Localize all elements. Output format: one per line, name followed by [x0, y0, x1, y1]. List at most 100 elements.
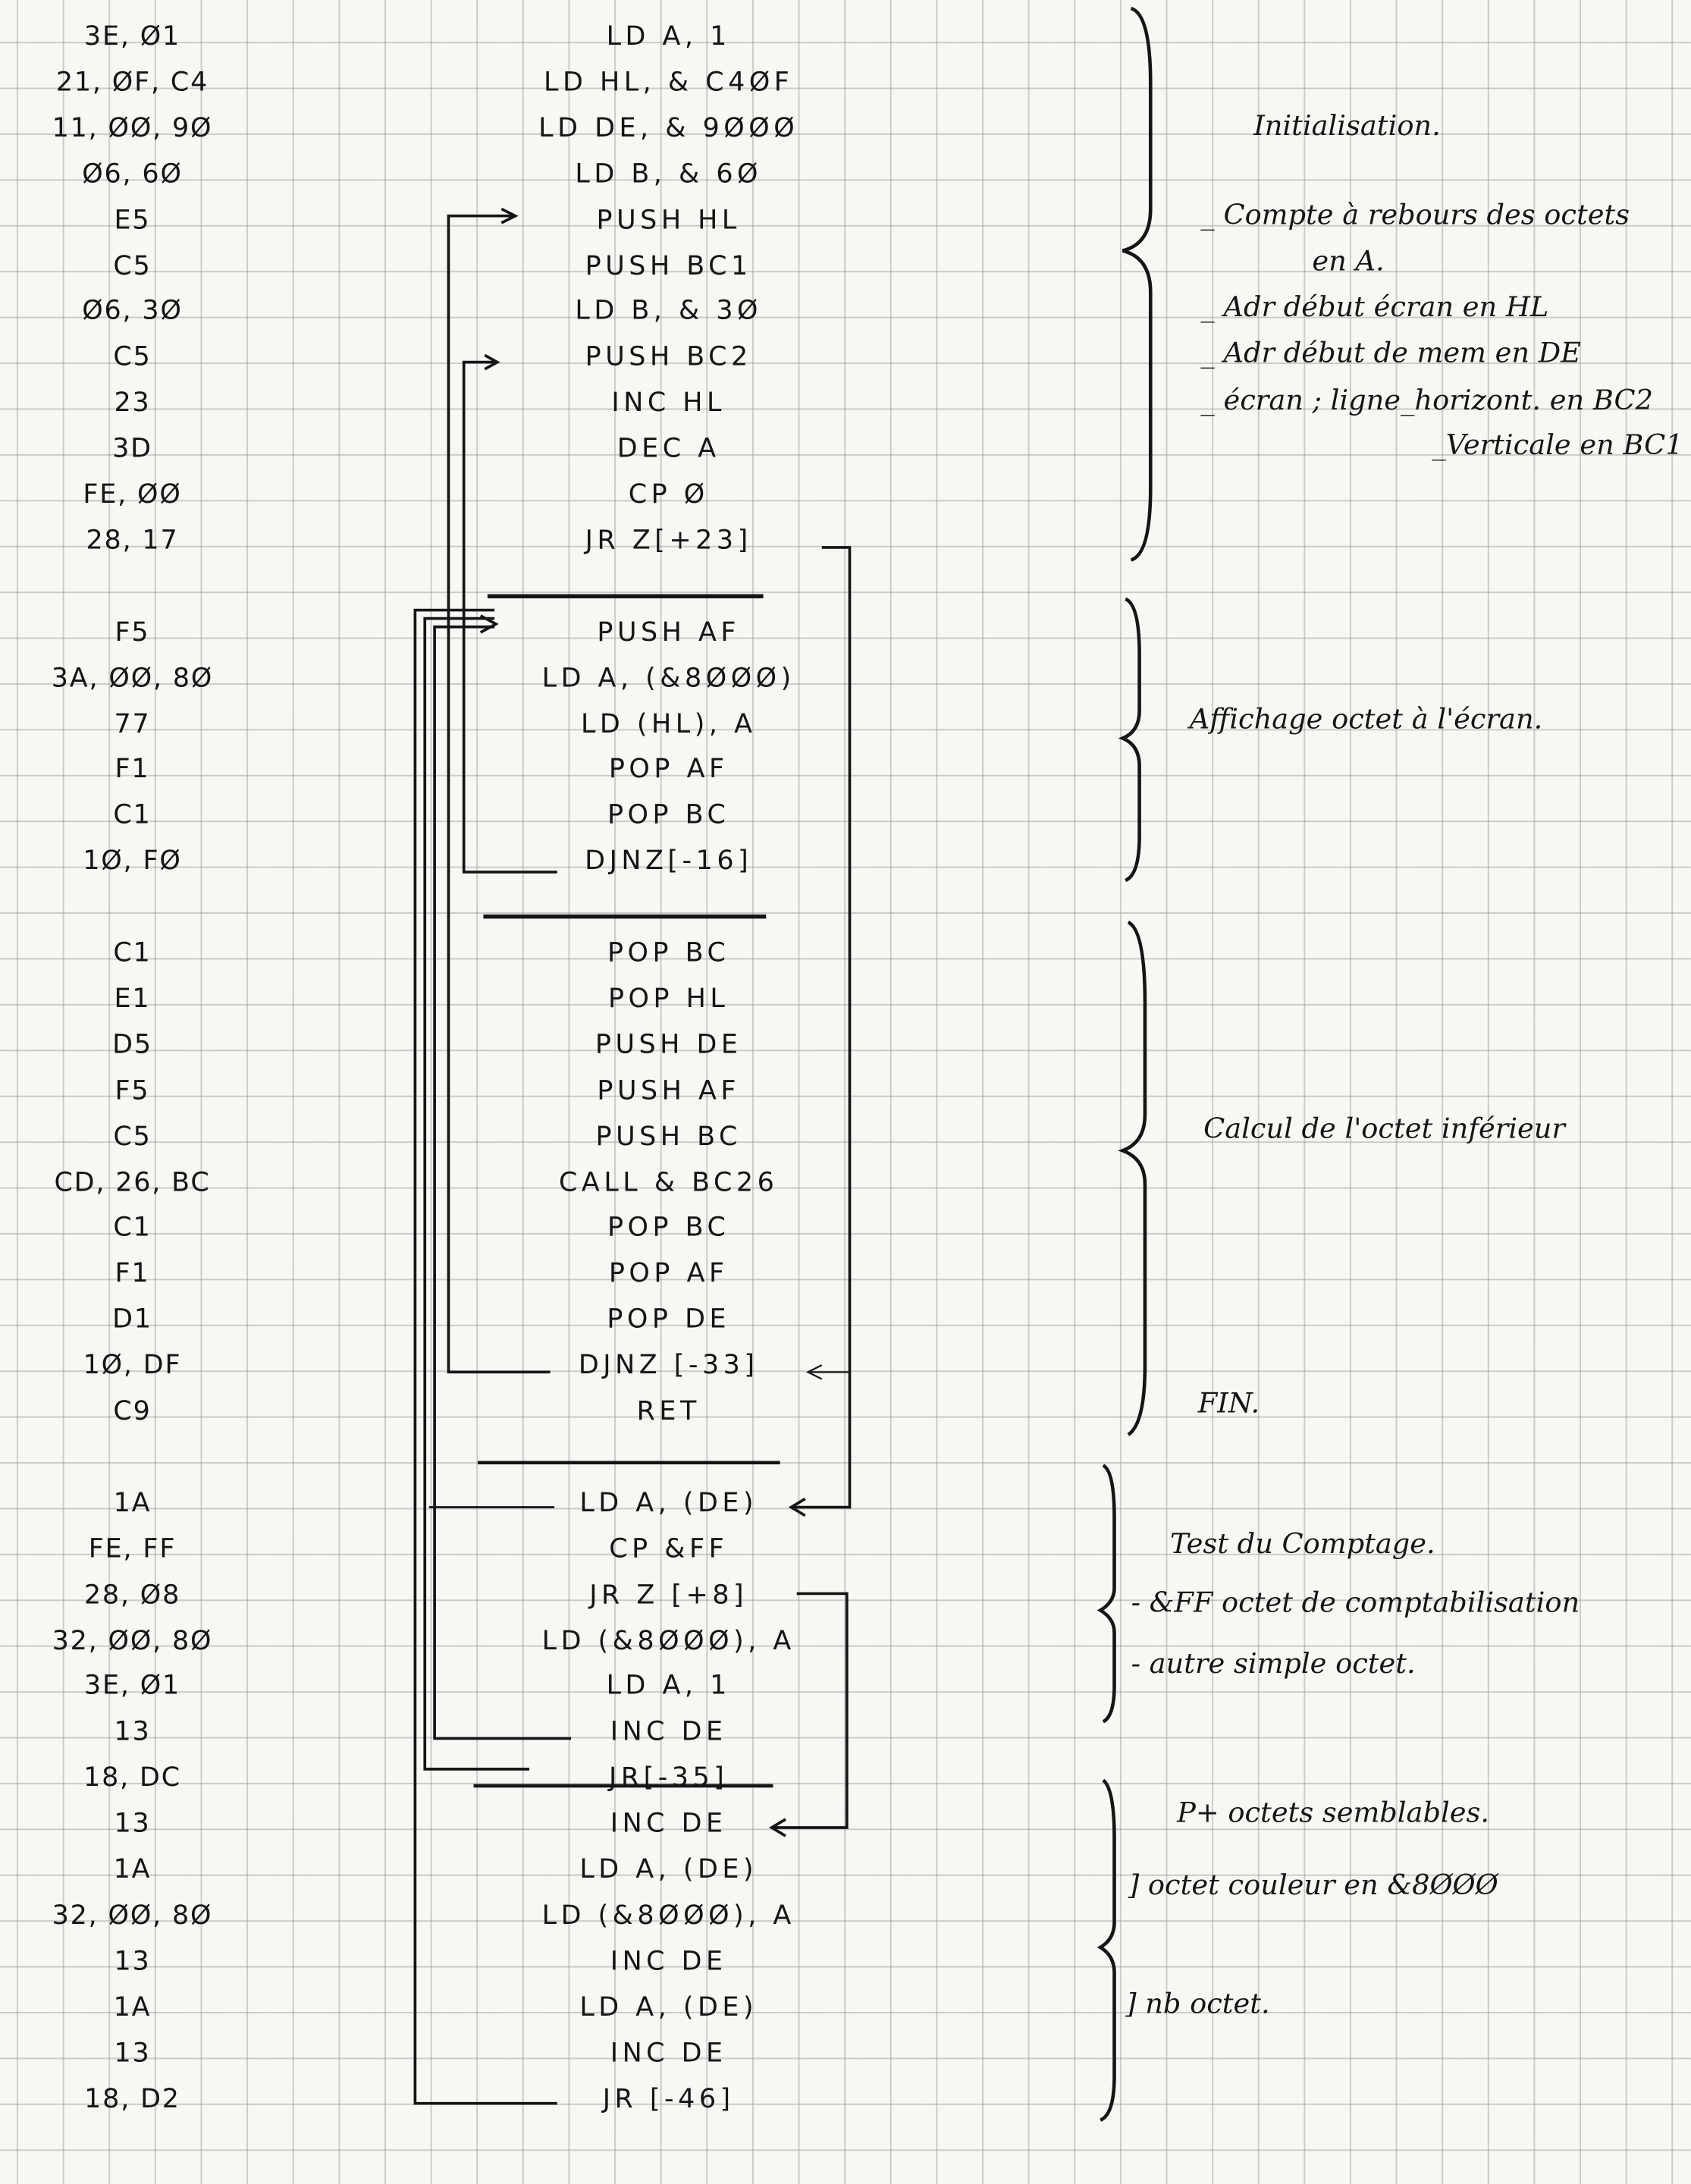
hex-bytes: 13	[114, 1945, 151, 1977]
note-byte-count: ] nb octet.	[1125, 1986, 1270, 2020]
assembly-instruction: RET	[636, 1395, 701, 1426]
hex-bytes: C1	[113, 799, 152, 831]
assembly-instruction: INC DE	[610, 1716, 727, 1748]
assembly-instruction: JR[-35]	[609, 1762, 729, 1793]
note-test-title: Test du Comptage.	[1169, 1527, 1435, 1561]
hex-bytes: C5	[113, 1120, 152, 1152]
assembly-instruction: LD (&8ØØØ), A	[541, 1624, 795, 1656]
assembly-instruction: POP BC	[607, 937, 730, 968]
hex-bytes: 1A	[113, 1853, 152, 1885]
assembly-instruction: LD A, 1	[606, 1671, 731, 1702]
note-test-ff: - &FF octet de comptabilisation	[1131, 1585, 1580, 1619]
assembly-instruction: INC DE	[610, 1945, 727, 1977]
jump-arrow-jrz8	[769, 1592, 849, 1837]
assembly-instruction: PUSH BC	[595, 1120, 742, 1152]
hex-bytes: 13	[114, 2037, 151, 2069]
hex-bytes: 3E, Ø1	[83, 1671, 181, 1702]
assembly-instruction: LD B, & 6Ø	[575, 158, 763, 190]
jump-arrow-jrz23	[788, 546, 852, 1517]
hex-bytes: 1Ø, DF	[83, 1350, 182, 1381]
hex-bytes: C9	[113, 1395, 152, 1426]
hex-bytes: 3A, ØØ, 8Ø	[51, 662, 214, 694]
assembly-instruction: LD A, (&8ØØØ)	[541, 662, 795, 694]
hex-bytes: 28, Ø8	[83, 1579, 181, 1610]
assembly-instruction: LD A, (DE)	[579, 1487, 758, 1518]
assembly-instruction: DEC A	[616, 433, 720, 464]
note-end: FIN.	[1197, 1385, 1260, 1420]
hex-bytes: D1	[112, 1304, 152, 1335]
assembly-instruction: PUSH AF	[597, 1075, 741, 1106]
assembly-instruction: DJNZ[-16]	[585, 846, 753, 877]
hex-bytes: 28, 17	[86, 525, 179, 556]
assembly-instruction: LD A, (DE)	[579, 1853, 758, 1885]
note-vertical: _Verticale en BC1	[1432, 427, 1683, 462]
hex-bytes: 3E, Ø1	[83, 20, 181, 52]
note-horizontal-line: _ écran ; ligne_horizont. en BC2	[1200, 383, 1654, 417]
hex-bytes: E5	[114, 204, 151, 235]
hex-bytes: 23	[114, 388, 151, 419]
loop-arrow-jr46	[413, 608, 557, 2105]
assembly-instruction: INC DE	[610, 2037, 727, 2069]
assembly-instruction: LD (HL), A	[580, 708, 757, 739]
note-display: Affichage octet à l'écran.	[1189, 701, 1543, 736]
brace-calc	[1118, 920, 1147, 1436]
hex-bytes: Ø6, 3Ø	[82, 296, 183, 327]
hex-bytes: Ø6, 6Ø	[82, 158, 183, 190]
hex-bytes: C1	[113, 937, 152, 968]
assembly-instruction: POP BC	[607, 799, 730, 831]
assembly-instruction: PUSH AF	[597, 617, 741, 648]
hex-bytes: C5	[113, 341, 152, 372]
note-test-other: - autre simple octet.	[1131, 1646, 1416, 1680]
hex-bytes: 1A	[113, 1487, 152, 1518]
assembly-instruction: POP AF	[608, 754, 729, 785]
assembly-instruction: LD A, 1	[606, 20, 731, 52]
assembly-instruction: PUSH HL	[596, 204, 741, 235]
assembly-instruction: PUSH BC2	[585, 341, 752, 372]
note-screen-address: _ Adr début écran en HL	[1200, 290, 1549, 324]
hex-bytes: 1A	[113, 1991, 152, 2022]
loop-arrow-djnz33	[447, 207, 551, 1374]
assembly-instruction: LD DE, & 9ØØØ	[538, 112, 799, 143]
note-calc: Calcul de l'octet inférieur	[1203, 1111, 1565, 1145]
brace-test	[1096, 1464, 1116, 1724]
assembly-instruction: LD (&8ØØØ), A	[541, 1900, 795, 1931]
assembly-instruction: JR [-46]	[602, 2083, 735, 2114]
hex-bytes: C1	[113, 1212, 152, 1244]
hex-bytes: C5	[113, 249, 152, 281]
hex-bytes: F5	[115, 617, 150, 648]
assembly-instruction: CP &FF	[609, 1533, 729, 1564]
assembly-instruction: JR Z[+23]	[585, 525, 752, 556]
hex-bytes: F1	[115, 1258, 150, 1289]
assembly-instruction: POP HL	[607, 983, 729, 1015]
brace-initialisation	[1122, 6, 1153, 562]
jump-arrow-fin	[805, 1364, 850, 1380]
assembly-instruction: LD B, & 3Ø	[575, 296, 763, 327]
brace-display	[1118, 597, 1141, 883]
assembly-instruction: POP BC	[607, 1212, 730, 1244]
brace-repeat	[1096, 1778, 1116, 2122]
note-countdown-cont: en A.	[1312, 243, 1385, 278]
hex-bytes: F5	[115, 1075, 150, 1106]
hex-bytes: 77	[114, 708, 151, 739]
hex-bytes: D5	[112, 1029, 152, 1060]
note-initialisation-title: Initialisation.	[1253, 108, 1441, 143]
hex-bytes: E1	[114, 983, 151, 1015]
assembly-instruction: DJNZ [-33]	[578, 1350, 759, 1381]
loop-arrow-djnz16	[462, 353, 557, 874]
assembly-instruction: PUSH BC1	[585, 249, 752, 281]
hex-bytes: 32, ØØ, 8Ø	[52, 1900, 213, 1931]
hex-bytes: F1	[115, 754, 150, 785]
assembly-instruction: PUSH DE	[595, 1029, 742, 1060]
assembly-instruction: INC HL	[611, 388, 726, 419]
loop-arrow-jr35	[423, 617, 530, 1771]
hex-bytes: 3D	[112, 433, 152, 464]
assembly-instruction: CALL & BC26	[559, 1166, 779, 1197]
hex-bytes: CD, 26, BC	[54, 1166, 211, 1197]
hex-bytes: 13	[114, 1808, 151, 1839]
assembly-instruction: LD A, (DE)	[579, 1991, 758, 2022]
assembly-instruction: CP Ø	[628, 479, 709, 510]
note-countdown: _ Compte à rebours des octets	[1200, 197, 1630, 231]
hex-bytes: 18, DC	[83, 1762, 181, 1793]
hex-bytes: FE, ØØ	[83, 479, 182, 510]
